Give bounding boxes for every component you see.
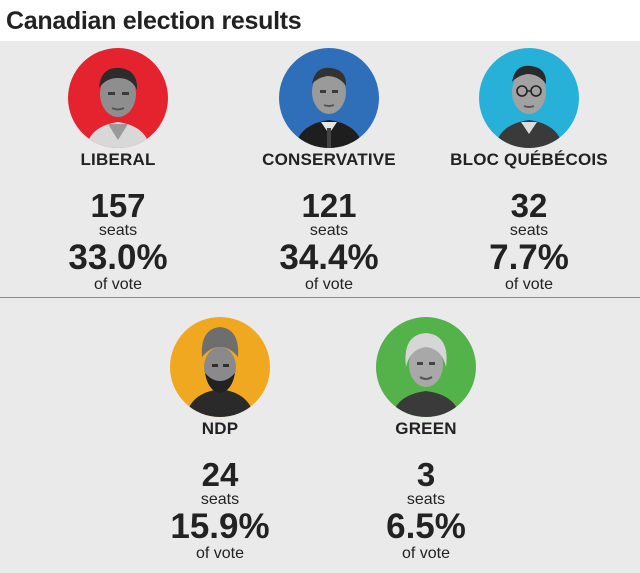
- ndp-leader-photo: [170, 317, 270, 417]
- vote-share: 34.4%: [279, 238, 379, 277]
- liberal-leader-photo: [68, 48, 168, 148]
- seats-count: 24: [201, 456, 239, 493]
- green-leader-photo: [376, 317, 476, 417]
- row-divider: [0, 297, 640, 298]
- vote-share: 7.7%: [489, 238, 569, 277]
- vote-share: 33.0%: [68, 238, 168, 277]
- seats-count: 157: [90, 187, 146, 224]
- vote-label: of vote: [504, 276, 554, 293]
- seats-count: 3: [416, 456, 436, 493]
- seats-label: seats: [309, 222, 349, 239]
- party-card-ndp: NDP 24 seats 15.9% of vote: [120, 317, 320, 573]
- party-name: GREEN: [395, 419, 457, 438]
- party-card-conservative: CONSERVATIVE 121 seats 34.4% of vote: [229, 48, 429, 308]
- party-name: NDP: [201, 419, 239, 438]
- seats-label: seats: [200, 491, 240, 508]
- party-name: LIBERAL: [80, 150, 156, 169]
- party-name: CONSERVATIVE: [262, 150, 396, 169]
- vote-share: 15.9%: [170, 507, 270, 546]
- vote-label: of vote: [304, 276, 354, 293]
- seats-count: 32: [510, 187, 548, 224]
- page-title: Canadian election results: [6, 7, 302, 35]
- party-card-green: GREEN 3 seats 6.5% of vote: [326, 317, 526, 573]
- party-card-bloc-quebecois: BLOC QUÉBÉCOIS 32 seats 7.7% of vote: [429, 48, 629, 308]
- seats-label: seats: [509, 222, 549, 239]
- seats-label: seats: [98, 222, 138, 239]
- vote-label: of vote: [401, 545, 451, 562]
- vote-label: of vote: [195, 545, 245, 562]
- results-panel: LIBERAL 157 seats 33.0% of vote CONSERVA…: [0, 41, 640, 573]
- party-card-liberal: LIBERAL 157 seats 33.0% of vote: [18, 48, 218, 308]
- vote-share: 6.5%: [386, 507, 466, 546]
- party-name: BLOC QUÉBÉCOIS: [450, 150, 608, 169]
- seats-label: seats: [406, 491, 446, 508]
- bloc-leader-photo: [479, 48, 579, 148]
- seats-count: 121: [301, 187, 357, 224]
- conservative-leader-photo: [279, 48, 379, 148]
- vote-label: of vote: [93, 276, 143, 293]
